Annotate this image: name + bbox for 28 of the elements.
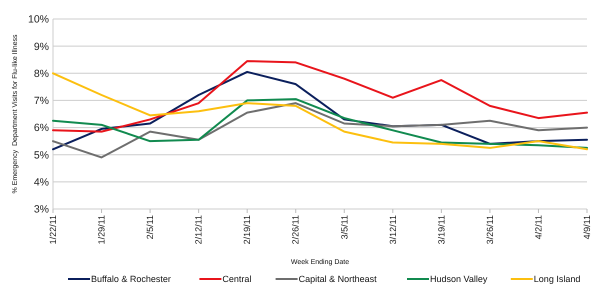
y-tick-label: 10% <box>28 14 49 26</box>
x-tick-label: 1/22/11 <box>48 215 58 244</box>
y-tick-label: 6% <box>34 122 49 134</box>
x-tick-label: 3/5/11 <box>339 215 350 240</box>
y-tick-label: 7% <box>34 95 49 108</box>
x-tick-label: 3/12/11 <box>388 215 398 244</box>
legend-label: Capital & Northeast <box>298 274 378 284</box>
x-tick-label: 4/2/11 <box>533 215 544 240</box>
x-tick-label: 1/29/11 <box>96 215 107 244</box>
legend-label: Long Island <box>534 274 580 284</box>
line-series <box>52 60 588 133</box>
line-series <box>52 98 588 149</box>
y-tick-label: 3% <box>34 204 49 216</box>
y-tick-label: 5% <box>34 149 49 162</box>
y-tick-label: 9% <box>34 40 49 53</box>
line-series <box>52 102 588 158</box>
x-tick-label: 2/5/11 <box>145 215 156 240</box>
legend-label: Hudson Valley <box>430 274 488 284</box>
y-tick-label: 4% <box>34 176 49 189</box>
y-tick-label: 8% <box>34 68 49 80</box>
x-tick-label: 2/19/11 <box>242 215 252 244</box>
x-tick-label: 4/9/11 <box>582 215 592 240</box>
legend-label: Central <box>222 274 252 284</box>
x-tick-label: 2/12/11 <box>194 215 204 244</box>
x-tick-label: 3/19/11 <box>436 215 446 244</box>
legend-label: Buffalo & Rochester <box>91 274 171 284</box>
x-tick-label: 2/26/11 <box>290 215 301 244</box>
x-tick-label: 3/26/11 <box>484 215 495 244</box>
